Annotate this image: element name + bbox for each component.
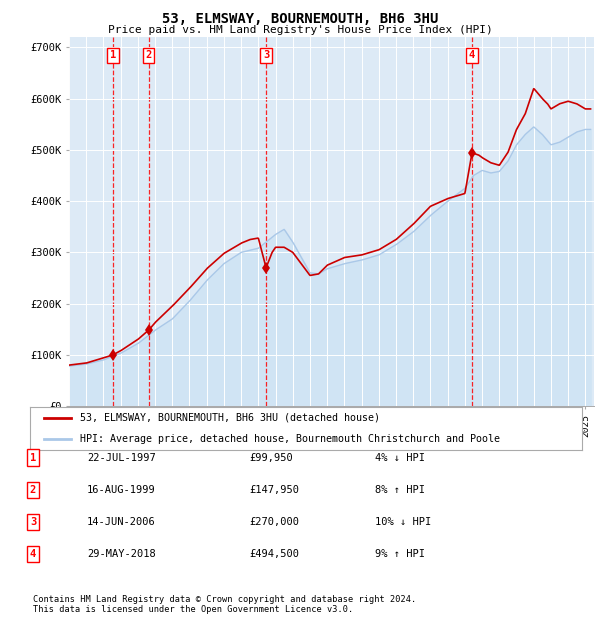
Text: 3: 3 (30, 517, 36, 527)
Text: 22-JUL-1997: 22-JUL-1997 (87, 453, 156, 463)
Text: 2: 2 (30, 485, 36, 495)
Text: 4: 4 (30, 549, 36, 559)
Text: 4% ↓ HPI: 4% ↓ HPI (375, 453, 425, 463)
Text: 29-MAY-2018: 29-MAY-2018 (87, 549, 156, 559)
Text: 9% ↑ HPI: 9% ↑ HPI (375, 549, 425, 559)
Text: 1: 1 (110, 50, 116, 60)
Text: 3: 3 (263, 50, 269, 60)
Text: £99,950: £99,950 (249, 453, 293, 463)
Text: 2: 2 (145, 50, 152, 60)
Text: £270,000: £270,000 (249, 517, 299, 527)
Text: £147,950: £147,950 (249, 485, 299, 495)
Text: £494,500: £494,500 (249, 549, 299, 559)
Text: 4: 4 (469, 50, 475, 60)
Text: 10% ↓ HPI: 10% ↓ HPI (375, 517, 431, 527)
Text: 53, ELMSWAY, BOURNEMOUTH, BH6 3HU (detached house): 53, ELMSWAY, BOURNEMOUTH, BH6 3HU (detac… (80, 413, 380, 423)
Text: Price paid vs. HM Land Registry's House Price Index (HPI): Price paid vs. HM Land Registry's House … (107, 25, 493, 35)
Text: 1: 1 (30, 453, 36, 463)
Text: HPI: Average price, detached house, Bournemouth Christchurch and Poole: HPI: Average price, detached house, Bour… (80, 434, 500, 444)
Text: 16-AUG-1999: 16-AUG-1999 (87, 485, 156, 495)
Text: 8% ↑ HPI: 8% ↑ HPI (375, 485, 425, 495)
Text: 14-JUN-2006: 14-JUN-2006 (87, 517, 156, 527)
Text: Contains HM Land Registry data © Crown copyright and database right 2024.: Contains HM Land Registry data © Crown c… (33, 595, 416, 604)
Text: 53, ELMSWAY, BOURNEMOUTH, BH6 3HU: 53, ELMSWAY, BOURNEMOUTH, BH6 3HU (162, 12, 438, 27)
Text: This data is licensed under the Open Government Licence v3.0.: This data is licensed under the Open Gov… (33, 604, 353, 614)
